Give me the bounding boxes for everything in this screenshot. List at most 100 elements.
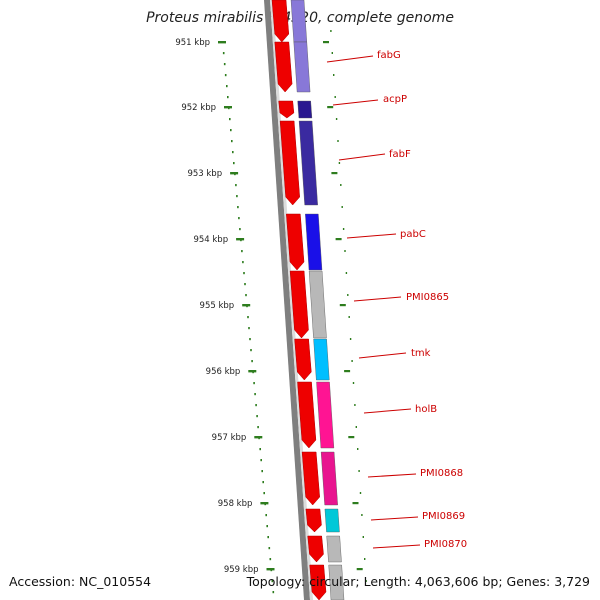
tick-label: 957 kbp xyxy=(212,433,247,443)
inner-dot xyxy=(354,404,356,406)
accession-text: Accession: NC_010554 xyxy=(9,574,151,589)
right-tick xyxy=(344,370,351,373)
leader-line xyxy=(358,352,407,359)
leader-line xyxy=(353,296,402,302)
major-tick xyxy=(230,172,239,175)
leader-line xyxy=(370,516,419,521)
leader-line xyxy=(326,55,374,63)
genome-backbone xyxy=(264,0,313,600)
gene-label-pabc: pabC xyxy=(400,229,426,240)
major-tick xyxy=(242,304,251,307)
scale-dot xyxy=(224,74,227,77)
gene-arrow xyxy=(289,270,309,339)
scale-dot xyxy=(243,272,245,275)
gene-label-fabg: fabG xyxy=(377,50,401,61)
major-tick xyxy=(260,502,269,505)
scale-dot xyxy=(255,404,257,407)
scale-dot xyxy=(272,591,275,594)
gene-label-fabf: fabF xyxy=(389,149,411,160)
gene-label-pmi0870: PMI0870 xyxy=(424,539,467,550)
major-tick xyxy=(236,238,245,241)
right-tick xyxy=(327,106,334,109)
scale-dot xyxy=(250,349,252,352)
scale-dot xyxy=(242,261,244,264)
gene-bar xyxy=(320,451,338,506)
gene-arrow xyxy=(297,381,317,449)
scale-dot xyxy=(231,140,233,143)
tick-label: 959 kbp xyxy=(224,565,259,575)
scale-dot xyxy=(268,547,271,550)
gene-bar xyxy=(293,41,311,93)
scale-dot xyxy=(227,96,229,99)
inner-dot xyxy=(347,294,349,296)
scale-dot xyxy=(261,470,263,473)
major-tick xyxy=(254,436,263,439)
scale-dot xyxy=(229,118,231,121)
scale-dot xyxy=(263,492,265,495)
inner-dot xyxy=(349,338,352,340)
scale-dot xyxy=(257,426,259,429)
major-tick xyxy=(218,41,226,44)
inner-dot xyxy=(344,250,346,252)
scale-dot xyxy=(235,184,237,187)
gene-labels: fabG acpP fabF pabC PMI0865 tmk holB PMI0868 PMI… xyxy=(326,50,467,550)
topology-text: Topology: circular; Length: 4,063,606 bp… xyxy=(246,574,590,589)
right-tick xyxy=(352,502,359,505)
inner-dot xyxy=(334,96,336,98)
inner-dot xyxy=(358,470,360,472)
scale-dot xyxy=(251,360,253,363)
gene-label-pmi0869: PMI0869 xyxy=(422,511,465,522)
leader-line xyxy=(338,153,386,161)
inner-dot xyxy=(337,140,339,142)
gene-arrow xyxy=(279,120,300,206)
tick-label: 952 kbp xyxy=(181,103,216,113)
gene-label-pmi0868: PMI0868 xyxy=(420,468,463,479)
right-tick xyxy=(356,568,363,571)
gene-arrow xyxy=(307,535,324,563)
scale-dot xyxy=(259,448,261,451)
leader-line xyxy=(332,99,379,106)
gene-bar xyxy=(297,100,313,119)
gene-label-pmi0865: PMI0865 xyxy=(406,292,449,303)
scale-dot xyxy=(232,151,234,154)
inner-dot xyxy=(341,206,343,208)
scale-dot xyxy=(236,195,238,198)
inner-dot xyxy=(335,118,338,120)
inner-dot xyxy=(362,536,364,538)
scale-dot xyxy=(265,514,267,517)
inner-dot xyxy=(352,382,355,384)
gene-arrow xyxy=(309,564,327,600)
right-tick xyxy=(339,304,346,307)
scale-dot xyxy=(230,129,232,132)
inner-dot xyxy=(333,74,335,76)
inner-dot xyxy=(331,52,333,54)
scale-dot xyxy=(222,52,225,55)
tick-label: 954 kbp xyxy=(193,235,228,245)
scale-dot xyxy=(239,228,241,231)
leader-line xyxy=(372,544,421,549)
gene-bar xyxy=(290,0,308,43)
gene-arrow xyxy=(294,338,312,381)
gene-arrow xyxy=(278,100,295,119)
gene-bar xyxy=(308,270,327,339)
scale-dot xyxy=(254,393,256,396)
gene-bar xyxy=(324,508,340,533)
scale-dot xyxy=(241,250,243,253)
gene-bar xyxy=(298,120,318,206)
scale-dot xyxy=(223,63,226,66)
gene-arrow xyxy=(305,508,322,533)
gene-label-acpp: acpP xyxy=(383,94,407,105)
tick-label: 951 kbp xyxy=(175,38,210,48)
scale-dot xyxy=(269,558,272,561)
inner-dot xyxy=(361,514,363,516)
gene-arrow xyxy=(274,41,293,93)
right-tick xyxy=(335,238,342,241)
inner-dot xyxy=(365,580,367,582)
major-tick xyxy=(266,568,275,571)
scale-dot xyxy=(238,217,240,220)
right-tick xyxy=(348,436,355,439)
leader-line xyxy=(346,233,397,239)
gene-arrow xyxy=(301,451,320,506)
inner-dot xyxy=(351,360,353,362)
